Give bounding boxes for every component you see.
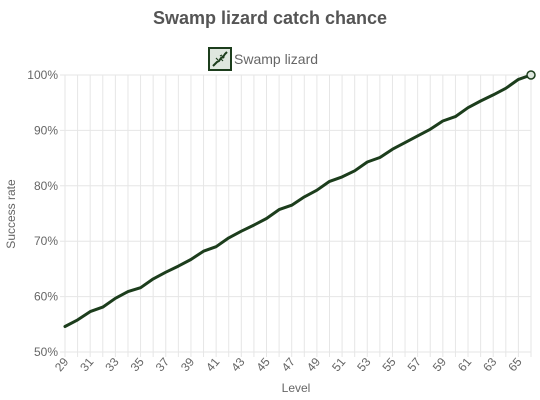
x-tick-label: 41 — [203, 355, 223, 374]
y-tick-label: 70% — [34, 234, 58, 248]
data-point[interactable] — [125, 289, 131, 295]
data-point[interactable] — [289, 202, 295, 208]
x-tick-label: 37 — [153, 355, 173, 374]
y-axis-label: Success rate — [4, 179, 18, 249]
data-point[interactable] — [515, 76, 521, 82]
data-point[interactable] — [503, 85, 509, 91]
series-line[interactable] — [63, 73, 533, 328]
data-point[interactable] — [465, 105, 471, 111]
data-point[interactable] — [62, 324, 68, 330]
y-tick-label: 50% — [34, 345, 58, 359]
x-tick-label: 61 — [455, 355, 475, 374]
x-tick-label: 53 — [354, 355, 374, 374]
x-tick-label: 59 — [430, 355, 450, 374]
data-point[interactable] — [326, 178, 332, 184]
y-tick-label: 90% — [34, 123, 58, 137]
data-point[interactable] — [526, 70, 536, 80]
data-point[interactable] — [100, 304, 106, 310]
data-point[interactable] — [201, 248, 207, 254]
x-tick-label: 51 — [329, 355, 349, 374]
y-tick-label: 80% — [34, 179, 58, 193]
data-point[interactable] — [138, 285, 144, 291]
chart-title: Swamp lizard catch chance — [152, 8, 388, 28]
swamp-lizard-icon — [208, 47, 232, 71]
data-point[interactable] — [226, 235, 232, 241]
data-point[interactable] — [314, 187, 320, 193]
x-tick-label: 49 — [304, 355, 324, 374]
x-tick-label: 31 — [77, 355, 97, 374]
x-tick-label: 35 — [128, 355, 148, 374]
data-point[interactable] — [452, 114, 458, 120]
data-point[interactable] — [251, 222, 257, 228]
data-point[interactable] — [440, 118, 446, 124]
data-point[interactable] — [163, 269, 169, 275]
data-point[interactable] — [150, 276, 156, 282]
data-point[interactable] — [175, 263, 181, 269]
data-point[interactable] — [276, 207, 282, 213]
x-tick-label: 63 — [480, 355, 500, 374]
x-tick-label: 55 — [379, 355, 399, 374]
data-point[interactable] — [478, 98, 484, 104]
data-point[interactable] — [364, 159, 370, 165]
data-point[interactable] — [87, 309, 93, 315]
x-tick-label: 45 — [253, 355, 273, 374]
y-tick-label: 100% — [27, 68, 58, 82]
data-point[interactable] — [301, 194, 307, 200]
x-axis-label: Level — [282, 381, 311, 395]
data-point[interactable] — [112, 295, 118, 301]
data-point[interactable] — [402, 140, 408, 146]
data-point[interactable] — [188, 256, 194, 262]
data-point[interactable] — [339, 174, 345, 180]
data-point[interactable] — [389, 146, 395, 152]
x-tick-label: 39 — [178, 355, 198, 374]
data-point[interactable] — [427, 126, 433, 132]
data-point[interactable] — [377, 155, 383, 161]
data-point[interactable] — [352, 168, 358, 174]
data-point[interactable] — [415, 133, 421, 139]
data-point[interactable] — [238, 228, 244, 234]
legend[interactable]: Swamp lizard — [208, 46, 318, 72]
x-tick-label: 43 — [228, 355, 248, 374]
x-tick-label: 65 — [505, 355, 525, 374]
data-point[interactable] — [75, 317, 81, 323]
data-point[interactable] — [213, 244, 219, 250]
x-tick-label: 33 — [102, 355, 122, 374]
legend-label: Swamp lizard — [234, 51, 319, 67]
data-point[interactable] — [264, 215, 270, 221]
x-tick-label: 47 — [279, 355, 299, 374]
data-point[interactable] — [490, 92, 496, 98]
x-tick-label: 57 — [405, 355, 425, 374]
y-tick-label: 60% — [34, 290, 58, 304]
